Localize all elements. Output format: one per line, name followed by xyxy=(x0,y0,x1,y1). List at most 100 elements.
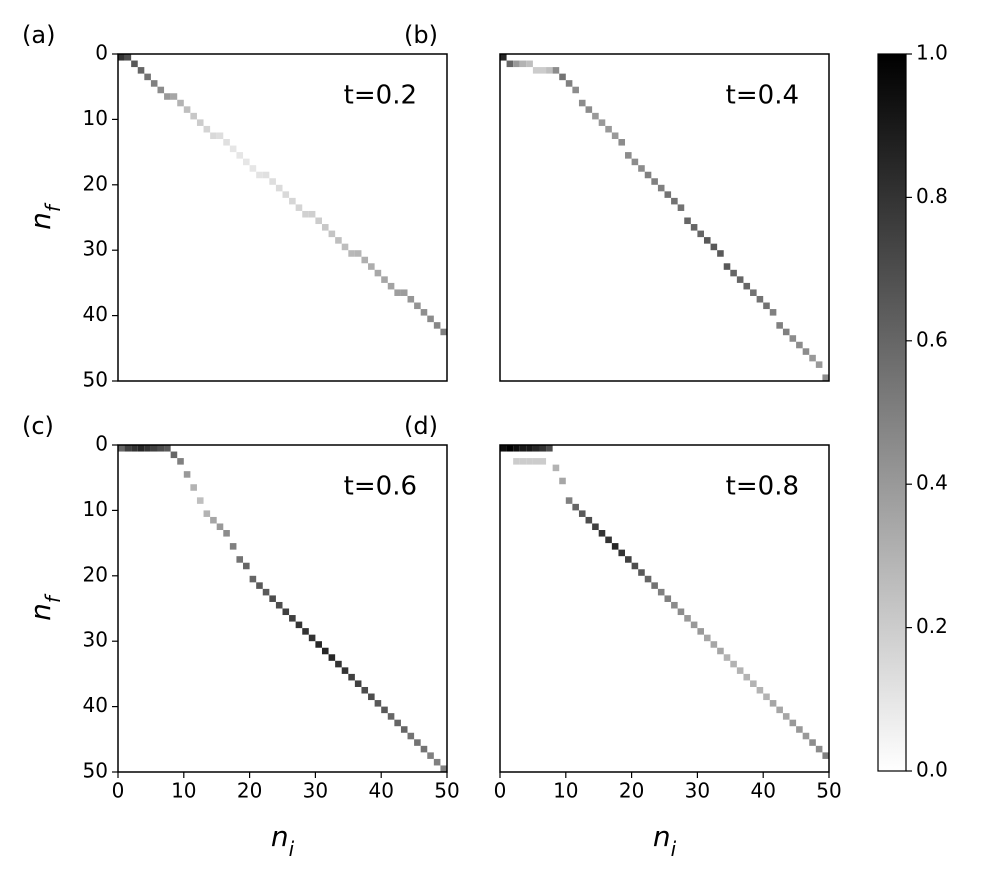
heatmap-cell xyxy=(703,237,711,244)
heatmap-cell xyxy=(381,276,388,283)
heatmap-cell xyxy=(131,445,138,452)
heatmap-cell xyxy=(546,445,553,452)
heatmap-cell xyxy=(335,237,342,244)
colorbar-tick-label: 0.2 xyxy=(916,614,948,638)
heatmap-cell xyxy=(302,628,309,635)
heatmap-cell xyxy=(177,458,184,465)
heatmap-cell xyxy=(368,263,375,270)
heatmap-cell xyxy=(815,361,823,368)
heatmap-cell xyxy=(677,204,685,211)
heatmap-cell xyxy=(124,54,132,61)
heatmap-cell xyxy=(348,250,355,257)
heatmap-cell xyxy=(500,445,507,452)
heatmap-cell xyxy=(289,197,296,205)
heatmap-cell xyxy=(341,243,349,251)
heatmap-cell xyxy=(578,510,586,517)
heatmap-cell xyxy=(275,601,283,609)
heatmap-cell xyxy=(269,178,276,185)
heatmap-cell xyxy=(361,256,369,264)
heatmap-cell xyxy=(394,719,401,727)
heatmap-cell xyxy=(539,445,547,452)
annotation: t=0.4 xyxy=(726,81,799,111)
heatmap-cell xyxy=(802,732,810,740)
heatmap-cell xyxy=(750,680,757,687)
heatmap-cell xyxy=(513,458,520,465)
heatmap-cell xyxy=(210,516,217,524)
heatmap-cell xyxy=(710,641,718,648)
heatmap-cell xyxy=(315,641,322,648)
heatmap-cell xyxy=(394,289,401,296)
heatmap-cell xyxy=(243,158,250,166)
heatmap-cell xyxy=(210,132,217,140)
heatmap-cell xyxy=(592,112,599,120)
heatmap-cell xyxy=(552,67,560,74)
heatmap-cell xyxy=(809,739,816,746)
plot-area xyxy=(500,445,829,772)
heatmap-cell xyxy=(657,184,665,192)
x-tick-label: 40 xyxy=(750,779,775,803)
heatmap-cell xyxy=(374,700,382,707)
heatmap-cell xyxy=(690,621,698,629)
annotation: t=0.8 xyxy=(726,472,799,502)
heatmap-cell xyxy=(506,445,514,452)
heatmap-cell xyxy=(243,562,250,570)
heatmap-cell xyxy=(782,713,790,720)
heatmap-cell xyxy=(796,341,803,349)
x-tick-label: 10 xyxy=(553,779,578,803)
heatmap-cell xyxy=(684,615,691,622)
heatmap-cell xyxy=(743,673,751,681)
x-tick-label: 30 xyxy=(685,779,710,803)
heatmap-cell xyxy=(335,660,342,668)
heatmap-cell xyxy=(256,171,263,179)
heatmap-cell xyxy=(216,132,224,140)
heatmap-cell xyxy=(433,322,441,329)
heatmap-cell xyxy=(598,119,606,126)
heatmap-cell xyxy=(164,93,171,100)
colorbar-tick-label: 1.0 xyxy=(916,41,948,65)
heatmap-cell xyxy=(572,503,579,511)
axis-label: nf xyxy=(24,593,65,621)
heatmap-cell xyxy=(229,543,237,550)
heatmap-cell xyxy=(124,445,132,452)
heatmap-cell xyxy=(743,282,751,290)
heatmap-cell xyxy=(387,282,395,290)
heatmap-cell xyxy=(618,549,626,557)
x-tick-label: 40 xyxy=(368,779,393,803)
heatmap-cell xyxy=(605,125,612,133)
heatmap-cell xyxy=(440,328,447,336)
heatmap-cell xyxy=(420,309,428,316)
heatmap-cell xyxy=(756,295,764,303)
heatmap-cell xyxy=(144,445,151,452)
x-tick-label: 0 xyxy=(494,779,507,803)
heatmap-cell xyxy=(802,348,810,355)
heatmap-cell xyxy=(776,322,783,329)
x-tick-label: 20 xyxy=(237,779,262,803)
heatmap-cell xyxy=(546,67,553,74)
heatmap-cell xyxy=(730,269,737,277)
heatmap-cell xyxy=(756,686,764,694)
heatmap-cell xyxy=(625,152,632,159)
x-tick-label: 20 xyxy=(619,779,644,803)
y-tick-label: 40 xyxy=(83,302,108,326)
heatmap-cell xyxy=(282,191,290,198)
heatmap-cell xyxy=(157,86,165,94)
heatmap-cell xyxy=(730,660,737,668)
y-tick-label: 30 xyxy=(83,237,108,261)
colorbar-tick-label: 0.0 xyxy=(916,758,948,782)
heatmap-cell xyxy=(763,693,770,701)
heatmap-cell xyxy=(605,536,612,544)
heatmap-cell xyxy=(559,73,566,81)
heatmap-cell xyxy=(328,230,336,238)
heatmap-cell xyxy=(532,67,540,74)
y-tick-label: 10 xyxy=(83,106,108,130)
x-tick-label: 10 xyxy=(171,779,196,803)
heatmap-cell xyxy=(519,445,527,452)
heatmap-cell xyxy=(638,569,645,576)
heatmap-cell xyxy=(782,328,790,336)
heatmap-cell xyxy=(717,250,724,257)
heatmap-cell xyxy=(519,60,527,68)
heatmap-cell xyxy=(144,73,151,81)
heatmap-cell xyxy=(631,158,639,166)
heatmap-cell xyxy=(177,99,184,107)
